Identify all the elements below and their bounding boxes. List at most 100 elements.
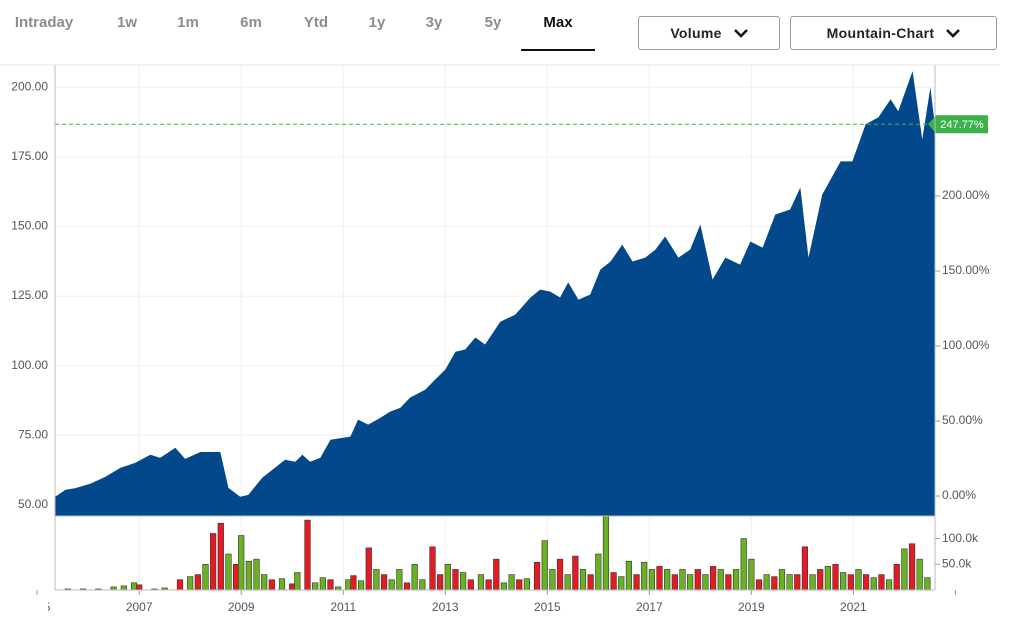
volume-bar: [345, 579, 352, 591]
volume-bar: [493, 558, 500, 591]
volume-bar: [549, 569, 556, 591]
x-tick-label: 2017: [636, 600, 663, 614]
volume-bar: [832, 564, 839, 591]
volume-tick-label: 50.0k: [942, 556, 972, 570]
button-label[interactable]: Mountain-Chart: [826, 25, 935, 41]
range-tab[interactable]: Intraday: [14, 14, 74, 31]
volume-bar: [202, 564, 209, 591]
volume-bar: [763, 574, 770, 591]
y-tick-label: 125.00: [11, 288, 48, 302]
volume-bar: [319, 577, 326, 591]
x-tick-label: 2015: [534, 600, 561, 614]
range-tab[interactable]: Ytd: [303, 14, 329, 31]
volume-bar: [671, 574, 678, 591]
volume-bar: [419, 579, 426, 591]
volume-bar: [130, 582, 138, 591]
volume-bar: [176, 579, 184, 591]
volume-bar: [403, 582, 411, 591]
volume-bar: [732, 569, 740, 591]
volume-bar: [467, 579, 474, 591]
dropdown-button[interactable]: Volume: [638, 16, 780, 50]
x-tick-label: 2023: [942, 600, 969, 614]
volume-bar: [625, 560, 633, 591]
y2-tick-label: 0.00%: [942, 488, 976, 502]
range-tab[interactable]: 1m: [177, 14, 199, 31]
volume-bar: [885, 579, 893, 591]
chevron: [733, 29, 748, 38]
volume-bar: [587, 574, 594, 591]
volume-bar: [500, 582, 508, 591]
volume-bar: [817, 569, 824, 591]
volume-bar: [740, 538, 747, 591]
button-label[interactable]: Volume: [670, 25, 722, 41]
volume-bar: [294, 572, 301, 591]
volume-bar: [809, 574, 816, 591]
volume-bar: [357, 580, 365, 591]
volume-bar: [771, 576, 778, 591]
volume-bar: [633, 574, 640, 591]
volume-bar: [908, 543, 916, 591]
volume-bar: [485, 579, 492, 591]
volume-bar: [755, 579, 763, 591]
y2-tick-label: 100.00%: [942, 338, 990, 352]
volume-bar: [120, 585, 127, 591]
volume-bar: [641, 561, 648, 591]
volume-bar: [373, 569, 380, 591]
volume-bar: [396, 569, 403, 591]
volume-bar: [523, 578, 530, 591]
y-tick-label: 100.00: [11, 358, 48, 372]
y-tick-label: 150.00: [11, 219, 48, 233]
range-tab[interactable]: 3y: [425, 14, 443, 31]
volume-bar: [893, 564, 900, 591]
volume-bar: [648, 569, 655, 591]
y2-tick-label: 50.00%: [942, 413, 983, 427]
volume-bar: [786, 574, 793, 591]
value-badge: [928, 115, 988, 134]
volume-bar: [709, 566, 717, 591]
volume-bar: [194, 574, 201, 591]
volume-bar: [717, 569, 724, 591]
volume-bar: [365, 547, 372, 591]
volume-bar: [289, 583, 296, 591]
x-tick-label: 2019: [738, 600, 765, 614]
volume-bar: [878, 574, 885, 591]
volume-bar: [778, 569, 786, 591]
volume-bar: [901, 548, 908, 591]
volume-bar: [312, 582, 319, 591]
y2-tick-label: 200.00%: [942, 188, 990, 202]
volume-bar: [679, 569, 686, 591]
volume-bar: [541, 540, 548, 591]
volume-bar: [452, 569, 459, 591]
volume-bar: [595, 553, 602, 591]
volume-bar: [863, 574, 870, 591]
x-tick-label: 2009: [228, 600, 255, 614]
chevron: [946, 29, 961, 38]
active-tab-underline: [521, 49, 595, 51]
y-tick-label: 200.00: [11, 79, 48, 93]
volume-bar: [388, 579, 395, 591]
range-tab[interactable]: 5y: [484, 14, 502, 31]
y-tick-label: 75.00: [18, 427, 48, 441]
volume-bar: [232, 564, 240, 591]
y2-tick-label: 150.00%: [942, 263, 990, 277]
volume-bar: [564, 574, 571, 591]
volume-bar: [508, 574, 515, 591]
y-tick-label: 175.00: [11, 149, 48, 163]
volume-bar: [656, 566, 663, 591]
volume-bar: [610, 572, 617, 591]
range-tab[interactable]: Max: [543, 14, 573, 31]
volume-bar: [210, 533, 217, 591]
volume-bar: [437, 574, 444, 591]
volume-bar: [824, 566, 831, 591]
volume-bar: [380, 574, 388, 591]
dropdown-button[interactable]: Mountain-Chart: [790, 16, 997, 50]
volume-bar: [794, 574, 801, 591]
range-tab[interactable]: 1w: [116, 14, 138, 31]
volume-bar: [870, 577, 877, 591]
range-tab[interactable]: 1y: [368, 14, 386, 31]
volume-bar: [840, 572, 847, 591]
volume-bar: [556, 558, 564, 591]
range-tab[interactable]: 6m: [240, 14, 262, 31]
